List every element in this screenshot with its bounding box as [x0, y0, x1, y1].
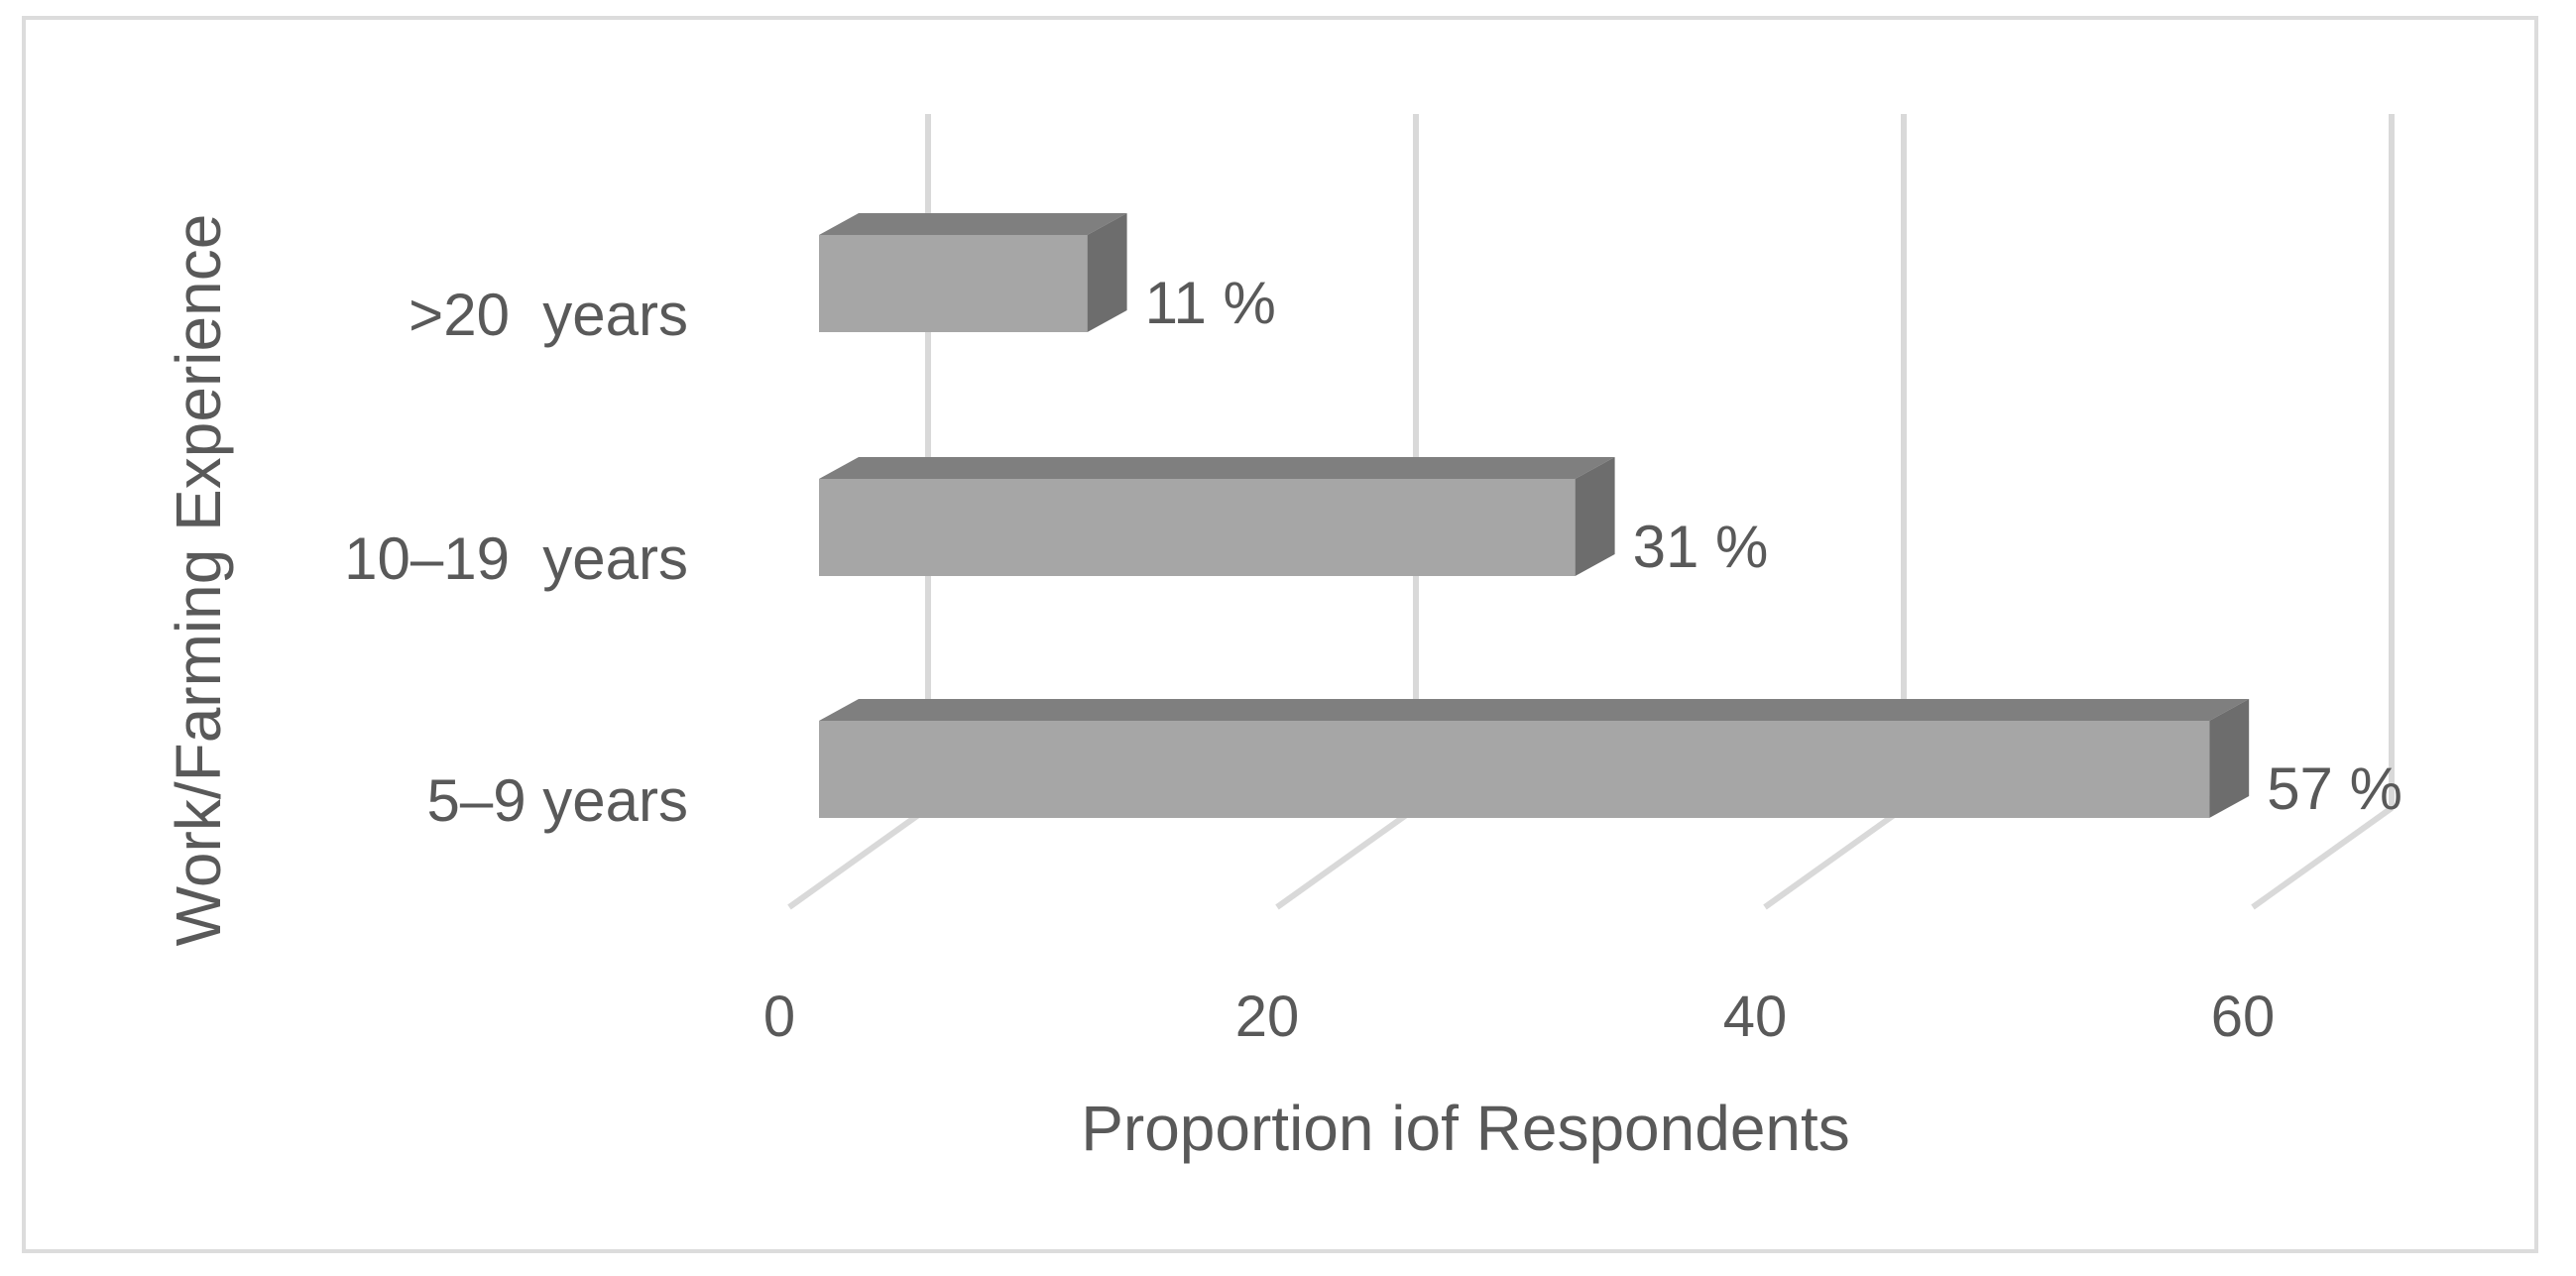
category-label: >20 years [409, 282, 688, 348]
data-labels: 11 % 31 % 57 % [1145, 270, 2402, 822]
x-axis-title: Proportion iof Respondents [1081, 1093, 1850, 1164]
bar [819, 213, 1127, 332]
bar-front-face [819, 235, 1088, 332]
bar-side-face [1087, 213, 1127, 332]
x-tick-label: 20 [1235, 985, 1300, 1049]
bar [819, 457, 1615, 576]
gridline-floor [1763, 805, 1906, 910]
bars [819, 213, 2250, 818]
x-tick-label: 60 [2211, 985, 2276, 1049]
bar-top-face [819, 699, 2250, 721]
category-label: 10–19 years [344, 525, 688, 592]
bar-side-face [2209, 699, 2250, 818]
data-label: 57 % [2267, 755, 2402, 822]
bar-front-face [819, 721, 2210, 818]
y-axis-categories: >20 years 10–19 years 5–9 years [344, 282, 688, 834]
gridline-floor [1275, 805, 1418, 910]
data-label: 31 % [1633, 514, 1769, 580]
gridline-floor [787, 805, 930, 910]
data-label: 11 % [1145, 270, 1276, 336]
x-tick-label: 40 [1723, 985, 1788, 1049]
x-axis-ticks: 0 20 40 60 [763, 985, 2275, 1049]
gridline-floor [2251, 805, 2394, 910]
category-label: 5–9 years [427, 767, 689, 834]
x-tick-label: 0 [763, 985, 795, 1049]
bar-side-face [1575, 457, 1615, 576]
bar-top-face [819, 213, 1127, 235]
bar-front-face [819, 479, 1576, 576]
y-axis-title: Work/Farming Experience [163, 214, 234, 947]
bar [819, 699, 2250, 818]
chart-frame [22, 16, 2538, 1253]
bar-top-face [819, 457, 1615, 479]
